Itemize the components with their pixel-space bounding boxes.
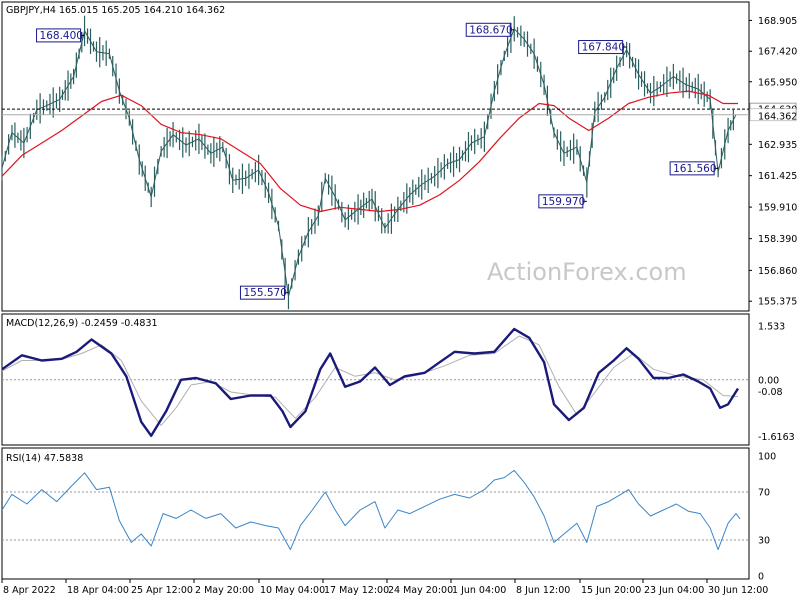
time-tick-label: 18 Apr 04:00: [67, 585, 129, 596]
callout-label: 168.670: [469, 24, 512, 36]
macd-tick-label: -1.6163: [758, 432, 795, 443]
macd-panel-title: MACD(12,26,9) -0.2459 -0.4831: [6, 318, 158, 329]
last-close-label-box: [749, 108, 797, 122]
time-tick-label: 8 Jun 12:00: [516, 585, 570, 596]
price-layer: 164.630164.362168.400155.570168.670159.9…: [1, 15, 797, 310]
rsi-tick-label: 100: [758, 452, 776, 463]
time-tick-label: 1 Jun 04:00: [452, 585, 506, 596]
callout-box: [669, 161, 715, 176]
rsi-panel-frame: [1, 447, 750, 580]
time-tick-label: 17 May 12:00: [324, 585, 389, 596]
price-tick-label: 165.950: [758, 77, 797, 88]
callout-box: [239, 285, 285, 300]
rsi-layer: [1, 469, 749, 551]
callout-box: [538, 194, 584, 209]
rsi-axis-ticks: 100 70 30 0: [758, 452, 776, 583]
rsi-tick-label: 0: [758, 572, 764, 583]
time-tick-label: 2 May 20:00: [195, 585, 254, 596]
price-tick-label: 155.375: [758, 297, 797, 308]
callout-box: [36, 28, 82, 43]
time-tick-label: 15 Jun 20:00: [581, 585, 641, 596]
moving-average-line: [1, 90, 738, 213]
price-tick-label: 156.860: [758, 266, 797, 277]
callout-label: 161.560: [673, 163, 716, 175]
callout-label: 155.570: [243, 287, 286, 299]
macd-layer: [1, 327, 749, 437]
callout-label: 167.840: [582, 42, 625, 54]
price-tick-label: 167.420: [758, 47, 797, 58]
macd-tick-label: 0.00: [758, 375, 779, 386]
macd-tick-label: 1.533: [758, 322, 785, 333]
price-panel-title: GBPJPY,H4 165.015 165.205 164.210 164.36…: [6, 5, 225, 16]
callout-label: 159.970: [542, 196, 585, 208]
time-tick-label: 30 Jun 12:00: [708, 585, 768, 596]
price-tick-label: 162.935: [758, 140, 797, 151]
price-axis-ticks: 168.905167.420165.950164.470162.935161.4…: [749, 16, 797, 308]
rsi-tick-label: 70: [758, 488, 770, 499]
time-axis-ticks: 8 Apr 2022 18 Apr 04:00 25 Apr 12:00 2 May …: [1, 579, 768, 596]
rsi-line: [1, 469, 741, 551]
macd-tick-label: -0.08: [758, 387, 783, 398]
time-tick-label: 10 May 04:00: [260, 585, 325, 596]
time-tick-label: 8 Apr 2022: [3, 585, 56, 596]
callout-box: [465, 22, 511, 37]
watermark: ActionForex.com: [487, 258, 687, 286]
time-tick-label: 25 Apr 12:00: [131, 585, 193, 596]
rsi-panel-title: RSI(14) 47.5838: [6, 453, 83, 464]
callout-box: [578, 40, 624, 55]
price-tick-label: 168.905: [758, 16, 797, 27]
callout-label: 168.400: [40, 30, 83, 42]
price-close-line: [1, 28, 737, 297]
rsi-tick-label: 30: [758, 536, 770, 547]
time-tick-label: 24 May 20:00: [388, 585, 453, 596]
price-tick-label: 159.910: [758, 203, 797, 214]
price-tick-label: 161.425: [758, 171, 797, 182]
macd-axis-ticks: 1.533 0.00-0.08 -1.6163: [758, 322, 795, 443]
price-tick-label: 158.390: [758, 234, 797, 245]
macd-signal-line: [1, 335, 739, 426]
time-tick-label: 23 Jun 04:00: [644, 585, 704, 596]
macd-line: [1, 327, 740, 437]
last-close-label: 164.362: [758, 112, 797, 123]
